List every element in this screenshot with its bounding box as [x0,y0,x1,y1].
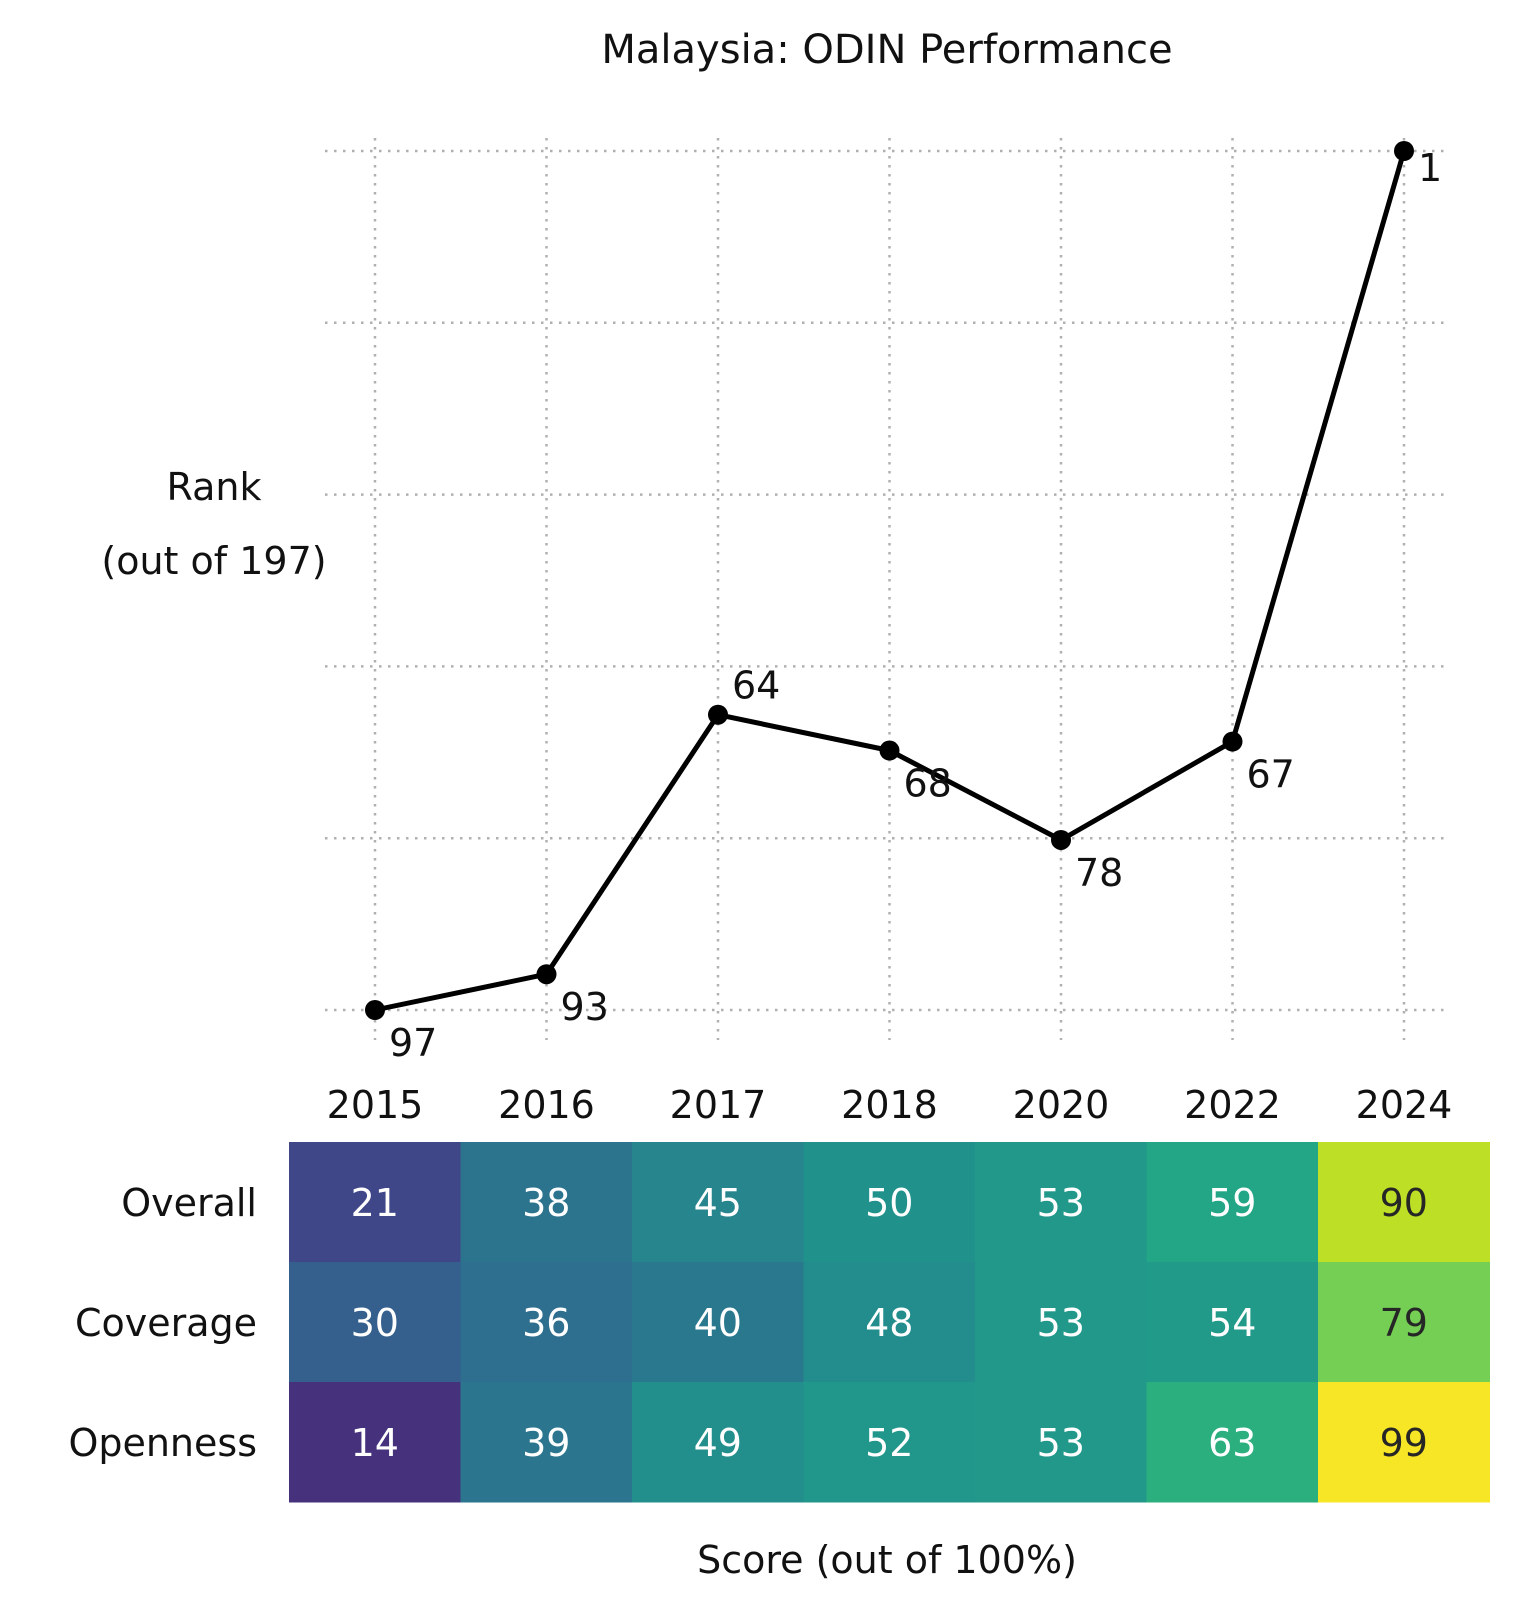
heatmap-cell-value: 40 [694,1301,742,1345]
heatmap-cell-value: 14 [351,1421,399,1465]
score-heatmap: 21 38 45 50 53 59 90 30 36 40 48 53 54 79 14 39 49 52 53 63… [289,1142,1490,1503]
gridlines [325,138,1450,1040]
heatmap-cell-value: 54 [1208,1301,1256,1345]
heatmap-x-label: Score (out of 100%) [697,1538,1077,1582]
heatmap-cell [1146,1382,1319,1503]
heatmap-cell [632,1262,804,1383]
heatmap-cell [460,1382,633,1503]
year-tick-label: 2018 [841,1083,938,1127]
heatmap-cell-value: 53 [1037,1421,1085,1465]
rank-data-label: 1 [1418,146,1442,190]
heatmap-cell [632,1142,804,1263]
heatmap-cell-value: 30 [351,1301,399,1345]
rank-point [1394,141,1414,161]
heatmap-cell [289,1262,461,1383]
heatmap-cell [1318,1142,1490,1263]
rank-point [1051,829,1071,850]
heatmap-cell-value: 99 [1380,1421,1428,1465]
rank-data-label: 68 [904,762,952,806]
heatmap-cell-value: 36 [522,1301,570,1345]
heatmap-cell-value: 50 [865,1181,913,1225]
heatmap-cell-value: 53 [1037,1301,1085,1345]
rank-point [365,1000,385,1020]
rank-line-layer: 97 93 64 68 78 67 1 [365,141,1442,1065]
rank-data-label: 64 [732,664,780,708]
heatmap-row-label: Coverage [75,1301,257,1345]
heatmap-cell [1318,1262,1490,1383]
rank-data-label: 93 [561,985,609,1029]
heatmap-row-label: Overall [121,1181,257,1225]
year-tick-label: 2020 [1013,1083,1110,1127]
heatmap-cell [1146,1142,1319,1263]
heatmap-cell [289,1382,461,1503]
heatmap-cell [975,1382,1147,1503]
heatmap-cell [803,1142,976,1263]
heatmap-cell-value: 39 [522,1421,570,1465]
y-axis-label: Rank (out of 197) [101,465,326,583]
year-tick-label: 2017 [670,1083,767,1127]
heatmap-row-labels: Overall Coverage Openness [68,1181,257,1465]
rank-point [879,740,900,761]
heatmap-cell-value: 45 [694,1181,742,1225]
rank-data-label: 97 [389,1021,437,1065]
heatmap-cell [460,1262,633,1383]
year-tick-label: 2024 [1356,1083,1453,1127]
year-tick-label: 2016 [498,1083,595,1127]
rank-point [708,704,728,725]
heatmap-cell-value: 48 [865,1301,913,1345]
heatmap-cell-value: 21 [351,1181,399,1225]
heatmap-cell-value: 59 [1208,1181,1256,1225]
rank-point [536,964,557,985]
rank-data-label: 67 [1247,753,1295,797]
heatmap-cell-value: 52 [865,1421,913,1465]
heatmap-cell [289,1142,461,1263]
heatmap-row-label: Openness [68,1421,257,1465]
heatmap-cell-value: 38 [522,1181,570,1225]
rank-data-label: 78 [1075,851,1123,895]
heatmap-cell-value: 49 [694,1421,742,1465]
heatmap-cell [975,1262,1147,1383]
heatmap-cell [1146,1262,1319,1383]
year-tick-label: 2015 [327,1083,424,1127]
chart-title: Malaysia: ODIN Performance [601,27,1172,73]
rank-point [1222,731,1243,752]
heatmap-cell-value: 63 [1208,1421,1256,1465]
heatmap-cell-value: 79 [1380,1301,1428,1345]
heatmap-cell [975,1142,1147,1263]
heatmap-cell-value: 90 [1380,1181,1428,1225]
heatmap-cell [1318,1382,1490,1503]
heatmap-cell [632,1382,804,1503]
heatmap-cell-value: 53 [1037,1181,1085,1225]
heatmap-cell [460,1142,633,1263]
heatmap-cell [803,1262,976,1383]
year-tick-label: 2022 [1184,1083,1281,1127]
year-tick-labels: 2015 2016 2017 2018 2020 2022 2024 [327,1083,1453,1127]
heatmap-cell [803,1382,976,1503]
